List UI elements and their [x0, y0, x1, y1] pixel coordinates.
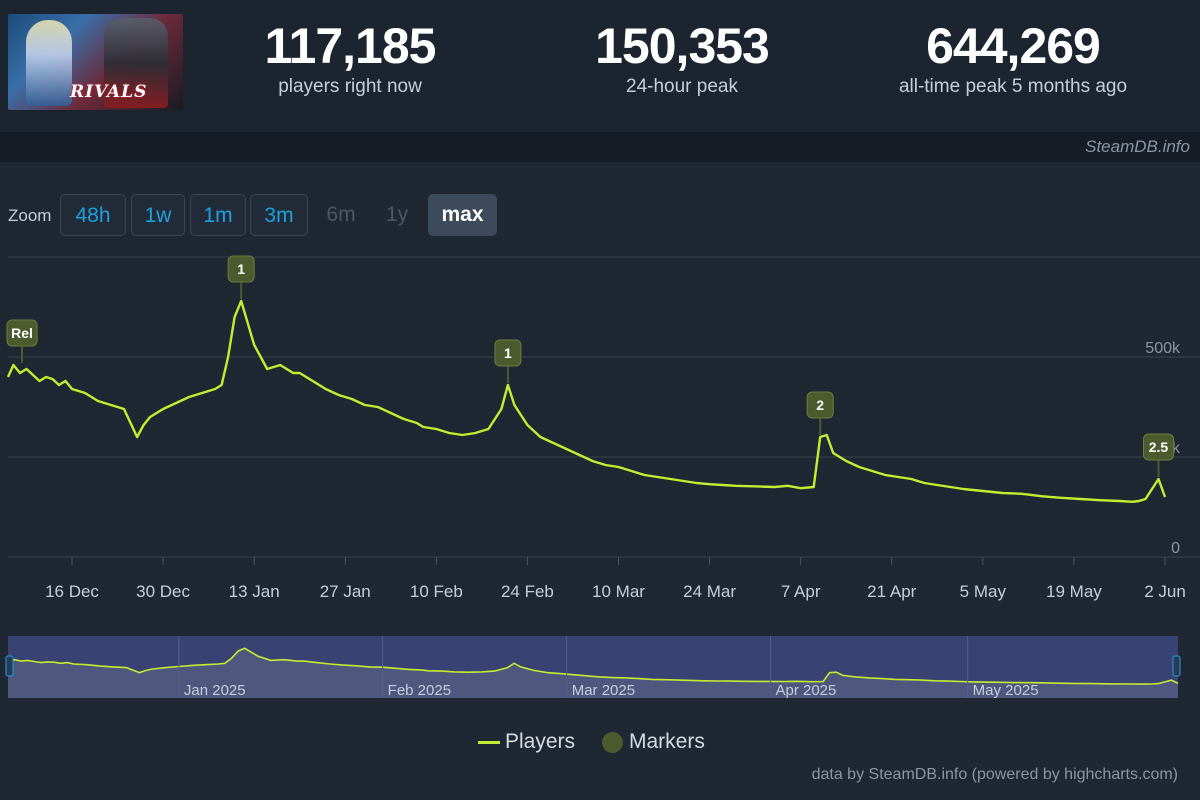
x-tick-label: 24 Feb: [501, 582, 554, 601]
marker-label: 2: [816, 397, 824, 413]
y-tick-label: 500k: [1145, 340, 1181, 357]
peak-24h-label: 24-hour peak: [626, 76, 738, 97]
current-players-value: 117,185: [264, 18, 437, 74]
marker-label: 2.5: [1149, 439, 1169, 455]
highcharts-credit[interactable]: data by SteamDB.info (powered by highcha…: [811, 766, 1178, 783]
navigator-month-labels: Jan 2025 Feb 2025 Mar 2025 Apr 2025 May 2025: [178, 636, 1039, 699]
zoom-max-button[interactable]: max: [428, 194, 497, 236]
zoom-label: Zoom: [8, 206, 52, 225]
zoom-6m-button: 6m: [326, 203, 356, 226]
hero-figure-left: [26, 20, 72, 106]
event-markers[interactable]: Rel 1 1 2 2.5: [6, 255, 1174, 477]
credit-strip: [0, 132, 1200, 162]
players-legend-label: Players: [505, 730, 576, 753]
navigator-handle-left[interactable]: [5, 655, 14, 677]
marker-flag[interactable]: [806, 391, 834, 419]
hero-figure-right: [104, 18, 168, 108]
markers-legend-swatch: [602, 732, 623, 753]
alltime-peak-label: all-time peak 5 months ago: [898, 76, 1128, 97]
zoom-1y-button: 1y: [385, 203, 409, 226]
navigator-series-line: [7, 647, 1179, 685]
alltime-peak-value: 644,269: [926, 18, 1101, 74]
navigator-month-label: Jan 2025: [184, 682, 246, 699]
zoom-3m-button[interactable]: 3m: [250, 194, 308, 236]
stat-current-players: 117,185 players right now: [235, 18, 465, 98]
navigator-selected-range[interactable]: [8, 636, 1178, 698]
zoom-48h-button[interactable]: 48h: [60, 194, 126, 236]
x-tick-label: 27 Jan: [320, 582, 371, 601]
stats-header: RIVALS 117,185 players right now 150,353…: [0, 0, 1200, 132]
x-tick-label: 13 Jan: [229, 582, 280, 601]
marker-flag[interactable]: [227, 255, 255, 283]
game-thumbnail[interactable]: RIVALS: [8, 14, 183, 110]
x-tick-label: 19 May: [1046, 582, 1102, 601]
navigator-month-label: May 2025: [973, 682, 1039, 699]
game-logo: RIVALS: [70, 82, 148, 102]
x-tick-label: 5 May: [960, 582, 1007, 601]
navigator[interactable]: Jan 2025 Feb 2025 Mar 2025 Apr 2025 May 2025: [5, 636, 1181, 699]
current-players-label: players right now: [278, 76, 422, 97]
zoom-1m-button[interactable]: 1m: [190, 194, 246, 236]
zoom-1w-button[interactable]: 1w: [131, 194, 185, 236]
marker-flag[interactable]: [1142, 433, 1174, 461]
navigator-month-label: Feb 2025: [388, 682, 451, 699]
stat-alltime-peak: 644,269 all-time peak 5 months ago: [868, 18, 1158, 98]
navigator-handle-right[interactable]: [1172, 655, 1181, 677]
x-tick-label: 2 Jun: [1144, 582, 1186, 601]
marker-flag[interactable]: [6, 319, 38, 347]
players-series-line[interactable]: [6, 299, 1167, 503]
peak-24h-value: 150,353: [595, 18, 770, 74]
markers-legend-label: Markers: [629, 730, 705, 753]
navigator-month-label: Mar 2025: [572, 682, 635, 699]
x-tick-label: 7 Apr: [781, 582, 821, 601]
x-tick-label: 24 Mar: [683, 582, 736, 601]
y-tick-label: 0: [1171, 540, 1180, 557]
marker-label: Rel: [11, 325, 33, 341]
x-tick-label: 10 Mar: [592, 582, 645, 601]
players-legend-swatch: [478, 741, 500, 744]
stat-24h-peak: 150,353 24-hour peak: [567, 18, 797, 98]
marker-label: 1: [237, 261, 245, 277]
x-tick-label: 10 Feb: [410, 582, 463, 601]
navigator-area: [8, 648, 1178, 698]
marker-flag[interactable]: [494, 339, 522, 367]
steamdb-credit[interactable]: SteamDB.info: [1085, 137, 1190, 156]
marker-label: 1: [504, 345, 512, 361]
x-tick-label: 30 Dec: [136, 582, 190, 601]
x-axis-ticks: 16 Dec 30 Dec 13 Jan 27 Jan 10 Feb 24 Feb 10 M…: [45, 557, 1186, 601]
navigator-month-label: Apr 2025: [775, 682, 836, 699]
x-tick-label: 16 Dec: [45, 582, 99, 601]
x-tick-label: 21 Apr: [867, 582, 916, 601]
chart-gridlines: [8, 256, 1200, 558]
